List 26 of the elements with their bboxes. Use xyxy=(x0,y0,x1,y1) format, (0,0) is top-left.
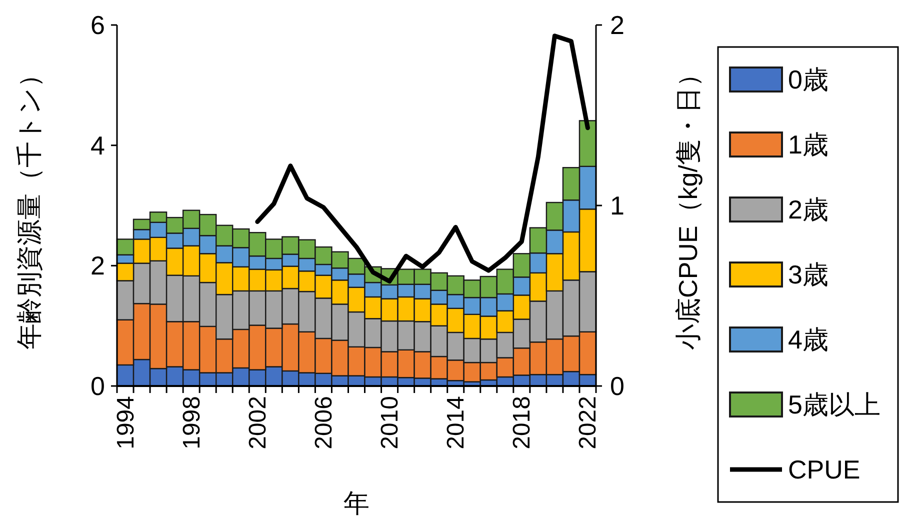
x-axis-title: 年 xyxy=(344,488,370,518)
legend-label: 1歳 xyxy=(788,130,828,160)
x-tick-label: 1994 xyxy=(112,396,140,450)
line-series xyxy=(255,34,590,284)
y2-tick-label: 2 xyxy=(610,10,624,40)
y-tick-label: 0 xyxy=(90,371,105,401)
y2-tick-label: 0 xyxy=(610,371,624,401)
legend-label: 0歳 xyxy=(788,64,828,94)
legend-label: 5歳以上 xyxy=(788,390,880,420)
x-tick-label: 1998 xyxy=(178,396,206,450)
legend-label: CPUE xyxy=(788,454,860,484)
y2-axis-title: 小底CPUE（kg/隻・日） xyxy=(673,61,703,350)
y2-tick-label: 1 xyxy=(610,190,624,220)
legend-label: 3歳 xyxy=(788,260,828,290)
legend-label: 4歳 xyxy=(788,324,828,354)
y-tick-label: 6 xyxy=(90,10,105,40)
y-axis-title: 年齢別資源量（千トン） xyxy=(14,62,44,350)
x-tick-label: 2002 xyxy=(244,396,272,450)
x-tick-label: 2006 xyxy=(310,396,338,450)
x-tick-label: 2022 xyxy=(574,396,602,450)
y-tick-label: 2 xyxy=(90,250,105,281)
x-tick-label: 2010 xyxy=(376,396,404,450)
x-tick-label: 2014 xyxy=(442,396,470,450)
legend-label: 2歳 xyxy=(788,194,828,224)
x-tick-label: 2018 xyxy=(508,396,536,450)
y-tick-label: 4 xyxy=(90,130,105,160)
